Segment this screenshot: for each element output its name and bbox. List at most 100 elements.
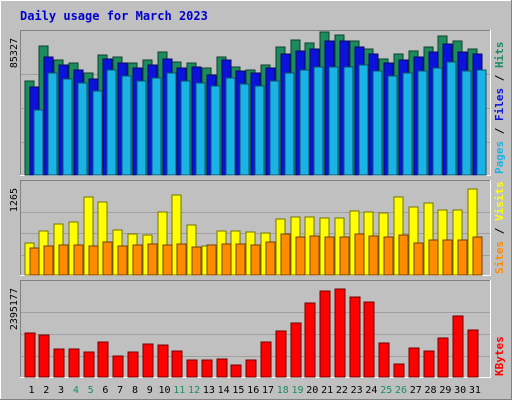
bar-sites	[324, 236, 335, 276]
bar-sites	[43, 245, 54, 276]
bar-pages	[402, 72, 413, 176]
bar-pages	[239, 83, 250, 176]
bar-kbytes	[97, 341, 109, 378]
bar-sites	[162, 244, 173, 276]
x-tick-label: 24	[365, 385, 377, 396]
bar-kbytes	[83, 351, 95, 378]
bar-sites	[235, 243, 246, 276]
bar-kbytes	[171, 350, 183, 378]
x-tick-label: 20	[306, 385, 318, 396]
x-tick-label: 2	[43, 385, 49, 396]
bar-kbytes	[127, 351, 139, 378]
bar-pages	[299, 69, 310, 176]
bar-pages	[180, 80, 191, 176]
bar-kbytes	[319, 290, 331, 378]
bar-kbytes	[363, 301, 375, 378]
x-tick-label: 4	[73, 385, 79, 396]
x-tick-label: 28	[425, 385, 437, 396]
bar-kbytes	[68, 348, 80, 378]
x-tick-label: 31	[469, 385, 481, 396]
bar-sites	[413, 242, 424, 276]
legend: Sites / Visits	[493, 181, 506, 274]
x-axis-labels: 1 2 3 4 5 6 7 8 9 10 11 12 13 14 15 16 17 18 19 20 21 22 23 24 2…	[28, 385, 480, 396]
legend-sites: Sites	[493, 241, 506, 274]
bar-sites	[428, 239, 439, 276]
bar-sites	[280, 233, 291, 276]
bar-pages	[92, 90, 103, 176]
bar-sites	[29, 247, 40, 276]
bar-sites	[147, 243, 158, 276]
bar-kbytes	[393, 363, 405, 378]
bar-pages	[62, 78, 73, 176]
bar-kbytes	[290, 322, 302, 378]
legend-files: Files	[493, 88, 506, 121]
bar-sites	[58, 244, 69, 276]
legend-pages: Pages	[493, 141, 506, 174]
bar-pages	[432, 67, 443, 176]
bar-kbytes	[142, 343, 154, 378]
bar-sites	[457, 239, 468, 276]
x-tick-label: 10	[158, 385, 170, 396]
x-tick-label: 16	[247, 385, 259, 396]
x-tick-label: 15	[232, 385, 244, 396]
x-tick-label: 13	[203, 385, 215, 396]
bar-sites	[250, 244, 261, 276]
bar-kbytes	[334, 288, 346, 378]
x-tick-label: 30	[454, 385, 466, 396]
bar-sites	[472, 236, 483, 276]
bar-sites	[221, 243, 232, 276]
bar-sites	[176, 243, 187, 276]
legend-visits: Visits	[493, 181, 506, 221]
x-tick-label: 1	[28, 385, 34, 396]
bar-pages	[313, 66, 324, 176]
legend-hits: Hits	[493, 42, 506, 69]
bar-sites	[368, 235, 379, 276]
bar-sites	[339, 236, 350, 276]
bar-pages	[372, 70, 383, 176]
x-tick-label: 19	[292, 385, 304, 396]
legend-kbytes: KBytes	[493, 336, 506, 376]
bar-kbytes	[53, 348, 65, 378]
x-tick-label: 26	[395, 385, 407, 396]
x-tick-label: 21	[321, 385, 333, 396]
bar-sites	[206, 244, 217, 276]
bar-kbytes	[186, 359, 198, 378]
bar-kbytes	[260, 341, 272, 378]
bar-sites	[265, 241, 276, 276]
bar-kbytes	[112, 355, 124, 378]
x-tick-label: 7	[117, 385, 123, 396]
bar-sites	[191, 246, 202, 276]
x-tick-label: 9	[147, 385, 153, 396]
panel-middle: 1265 Sites / Visits	[9, 180, 506, 276]
bar-pages	[269, 80, 280, 176]
bar-pages	[446, 61, 457, 176]
panel-bottom: 2395177 KBytes	[9, 280, 506, 378]
bar-sites	[383, 236, 394, 276]
x-tick-label: 12	[188, 385, 200, 396]
bar-sites	[132, 244, 143, 276]
bar-pages	[166, 72, 177, 176]
x-tick-label: 29	[439, 385, 451, 396]
bar-kbytes	[378, 342, 390, 378]
bar-pages	[136, 80, 147, 176]
bar-pages	[387, 75, 398, 176]
bar-pages	[151, 77, 162, 176]
bar-pages	[121, 75, 132, 176]
bar-pages	[254, 85, 265, 176]
x-tick-label: 14	[218, 385, 230, 396]
bar-kbytes	[304, 302, 316, 378]
legend-separator: /	[493, 121, 506, 141]
bar-pages	[106, 69, 117, 176]
x-tick-label: 11	[173, 385, 185, 396]
x-tick-label: 17	[262, 385, 274, 396]
bar-pages	[225, 77, 236, 176]
bar-kbytes	[467, 329, 479, 378]
bar-kbytes	[437, 337, 449, 378]
legend: KBytes	[493, 336, 506, 376]
bar-kbytes	[216, 358, 228, 378]
bar-pages	[476, 69, 487, 176]
bar-sites	[88, 245, 99, 276]
x-tick-label: 18	[277, 385, 289, 396]
x-tick-label: 25	[380, 385, 392, 396]
